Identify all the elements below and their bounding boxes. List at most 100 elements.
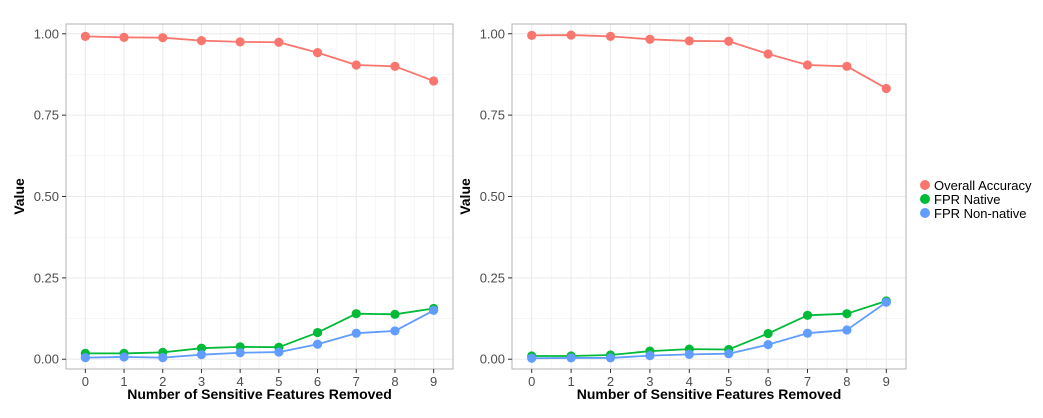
- point-fpr-native: [351, 309, 361, 319]
- point-overall-accuracy: [802, 60, 813, 70]
- x-tick-label: 0: [528, 374, 535, 389]
- x-tick-label: 0: [82, 374, 89, 389]
- point-overall-accuracy: [312, 48, 323, 58]
- point-fpr-non-native: [566, 353, 576, 363]
- y-tick-label: 0.25: [34, 270, 59, 285]
- point-overall-accuracy: [527, 30, 537, 40]
- x-tick-label: 7: [804, 374, 811, 389]
- point-fpr-non-native: [605, 353, 616, 363]
- x-tick-label: 6: [314, 374, 321, 389]
- point-fpr-non-native: [802, 328, 813, 338]
- x-tick-label: 2: [607, 374, 614, 389]
- x-tick-label: 1: [120, 374, 127, 389]
- legend-entry-overall-accuracy: Overall Accuracy: [920, 178, 1032, 193]
- x-tick-label: 7: [353, 374, 360, 389]
- x-tick-label: 9: [883, 374, 890, 389]
- point-overall-accuracy: [119, 32, 129, 42]
- series-line-overall-accuracy: [531, 34, 887, 90]
- point-fpr-native: [390, 309, 400, 319]
- point-overall-accuracy: [158, 33, 168, 43]
- x-axis-title: Number of Sensitive Features Removed: [127, 386, 392, 402]
- y-tick-label: 0.50: [34, 189, 59, 204]
- y-tick-label: 0.00: [34, 352, 59, 367]
- x-tick-label: 9: [430, 374, 437, 389]
- point-fpr-native: [763, 328, 773, 339]
- series-line-fpr-non-native: [531, 301, 887, 360]
- point-fpr-non-native: [390, 326, 400, 336]
- y-tick-label: 0.25: [480, 270, 505, 285]
- point-fpr-non-native: [119, 352, 129, 362]
- y-tick-label: 1.00: [480, 26, 505, 41]
- point-fpr-non-native: [881, 297, 891, 307]
- point-fpr-non-native: [235, 348, 245, 358]
- x-tick-label: 2: [159, 374, 166, 389]
- point-fpr-native: [802, 310, 813, 320]
- point-fpr-non-native: [80, 353, 90, 363]
- legend-label-overall-accuracy: Overall Accuracy: [934, 178, 1032, 193]
- legend-key-fpr-non-native: [920, 208, 930, 218]
- point-fpr-non-native: [274, 347, 284, 357]
- point-overall-accuracy: [429, 76, 439, 86]
- x-tick-label: 8: [391, 374, 398, 389]
- point-overall-accuracy: [881, 83, 891, 94]
- legend-entry-fpr-non-native: FPR Non-native: [920, 206, 1026, 221]
- point-overall-accuracy: [645, 34, 655, 44]
- point-overall-accuracy: [763, 49, 773, 59]
- y-axis-title: Value: [11, 178, 27, 215]
- point-fpr-non-native: [763, 339, 773, 350]
- x-tick-label: 5: [275, 374, 282, 389]
- point-fpr-non-native: [351, 328, 361, 338]
- point-fpr-non-native: [527, 353, 537, 363]
- point-overall-accuracy: [724, 36, 734, 46]
- point-overall-accuracy: [196, 35, 207, 46]
- point-fpr-non-native: [196, 350, 207, 360]
- point-overall-accuracy: [80, 31, 90, 41]
- x-tick-label: 3: [198, 374, 205, 389]
- point-overall-accuracy: [274, 37, 284, 47]
- series-line-fpr-non-native: [85, 309, 435, 359]
- point-fpr-non-native: [312, 339, 323, 349]
- legend-label-fpr-non-native: FPR Non-native: [934, 206, 1026, 221]
- y-tick-label: 1.00: [34, 26, 59, 41]
- legend-entry-fpr-native: FPR Native: [920, 192, 1000, 207]
- point-fpr-non-native: [684, 349, 694, 359]
- legend-key-overall-accuracy: [920, 180, 930, 190]
- x-tick-label: 6: [764, 374, 771, 389]
- point-fpr-non-native: [842, 325, 852, 335]
- series-line-fpr-native: [531, 300, 887, 357]
- chart-panel-left: 0.00 0.25 0.50 0.75 1.00 0 1 2 3 4 5 6 7 8 9 Number of …: [11, 23, 454, 402]
- legend: Overall Accuracy FPR Native FPR Non-nati…: [920, 178, 1032, 221]
- point-overall-accuracy: [842, 61, 852, 71]
- x-tick-label: 4: [237, 374, 244, 389]
- x-tick-label: 5: [725, 374, 732, 389]
- series-line-overall-accuracy: [85, 35, 434, 82]
- y-axis-title: Value: [457, 178, 473, 215]
- point-fpr-non-native: [724, 349, 734, 359]
- x-tick-label: 1: [567, 374, 574, 389]
- point-overall-accuracy: [390, 61, 400, 71]
- point-fpr-native: [196, 343, 207, 353]
- point-overall-accuracy: [605, 31, 616, 41]
- point-fpr-native: [842, 309, 852, 319]
- x-tick-label: 8: [843, 374, 850, 389]
- y-tick-label: 0.00: [480, 352, 505, 367]
- point-overall-accuracy: [566, 30, 576, 40]
- x-tick-label: 4: [686, 374, 693, 389]
- point-fpr-non-native: [645, 351, 655, 361]
- y-tick-label: 0.50: [480, 189, 505, 204]
- point-fpr-non-native: [158, 353, 168, 363]
- y-tick-label: 0.75: [480, 108, 505, 123]
- legend-label-fpr-native: FPR Native: [934, 192, 1000, 207]
- legend-key-fpr-native: [920, 194, 930, 204]
- point-fpr-non-native: [429, 305, 439, 316]
- point-overall-accuracy: [684, 36, 694, 46]
- x-axis-title: Number of Sensitive Features Removed: [577, 386, 842, 402]
- point-fpr-native: [312, 327, 323, 338]
- chart-panel-right: 0.00 0.25 0.50 0.75 1.00 0 1 2 3 4 5 6 7 8 9 Number of …: [457, 23, 907, 402]
- x-tick-label: 3: [646, 374, 653, 389]
- series-line-fpr-native: [85, 307, 434, 355]
- point-overall-accuracy: [351, 60, 361, 70]
- y-tick-label: 0.75: [34, 108, 59, 123]
- point-overall-accuracy: [235, 37, 245, 47]
